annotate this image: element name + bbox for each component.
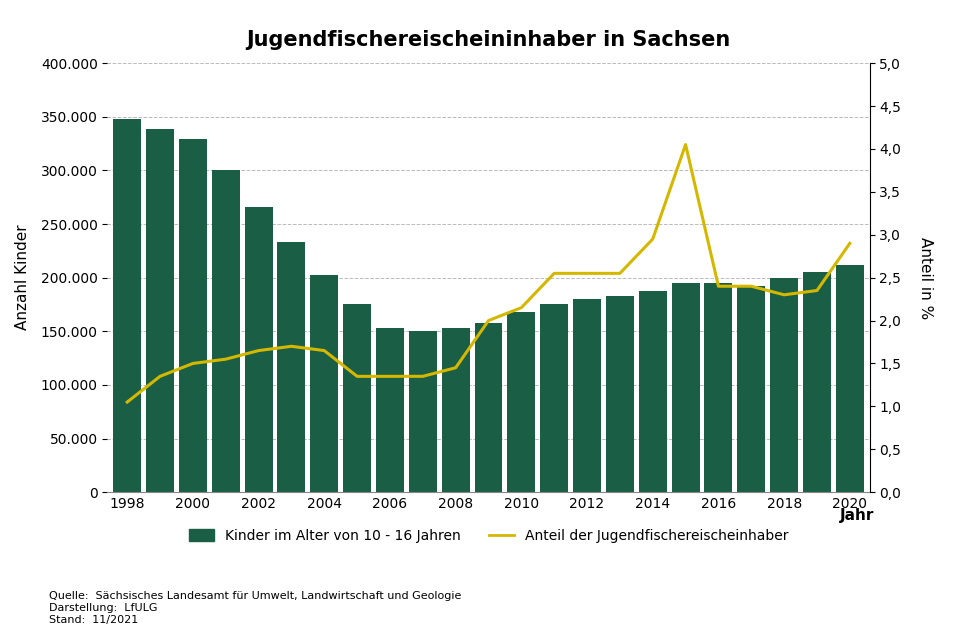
Bar bbox=[704, 283, 733, 492]
Bar bbox=[475, 322, 502, 492]
Bar bbox=[212, 170, 239, 492]
Y-axis label: Anzahl Kinder: Anzahl Kinder bbox=[15, 225, 29, 331]
Bar bbox=[836, 265, 864, 492]
Bar bbox=[803, 273, 830, 492]
Bar bbox=[179, 139, 207, 492]
Legend: Kinder im Alter von 10 - 16 Jahren, Anteil der Jugendfischereischeinhaber: Kinder im Alter von 10 - 16 Jahren, Ante… bbox=[184, 523, 793, 548]
Bar bbox=[671, 283, 700, 492]
Bar bbox=[770, 278, 798, 492]
Title: Jugendfischereischeininhaber in Sachsen: Jugendfischereischeininhaber in Sachsen bbox=[246, 30, 731, 50]
Y-axis label: Anteil in %: Anteil in % bbox=[918, 237, 933, 319]
Bar bbox=[442, 328, 470, 492]
Bar bbox=[639, 290, 666, 492]
Bar bbox=[147, 129, 174, 492]
Bar bbox=[540, 304, 569, 492]
Bar bbox=[113, 119, 141, 492]
Bar bbox=[408, 331, 437, 492]
Bar bbox=[244, 207, 273, 492]
Bar bbox=[343, 304, 371, 492]
Bar bbox=[606, 296, 634, 492]
Bar bbox=[376, 328, 404, 492]
Bar bbox=[738, 286, 765, 492]
Text: Jahr: Jahr bbox=[840, 508, 874, 523]
Bar bbox=[507, 312, 535, 492]
Text: Quelle:  Sächsisches Landesamt für Umwelt, Landwirtschaft und Geologie
Darstellu: Quelle: Sächsisches Landesamt für Umwelt… bbox=[49, 591, 461, 625]
Bar bbox=[573, 299, 601, 492]
Bar bbox=[311, 276, 338, 492]
Bar bbox=[277, 242, 306, 492]
